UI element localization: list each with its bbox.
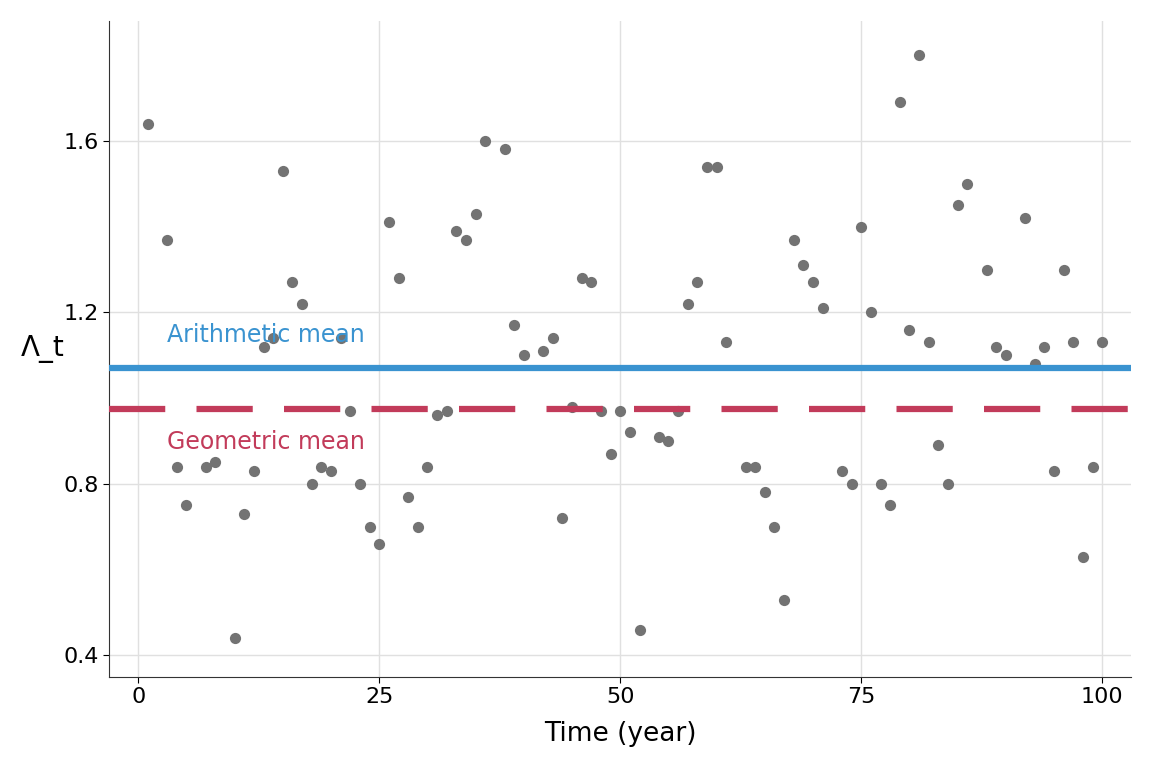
Point <box>350 478 369 490</box>
Point <box>495 144 514 156</box>
Text: Geometric mean: Geometric mean <box>167 430 365 455</box>
Point <box>197 461 215 473</box>
Point <box>1093 336 1112 349</box>
Point <box>321 465 340 477</box>
Point <box>881 499 900 511</box>
Point <box>553 512 571 525</box>
Point <box>312 461 331 473</box>
Point <box>370 538 388 550</box>
Point <box>601 448 620 460</box>
Point <box>447 225 465 237</box>
Point <box>1016 212 1034 224</box>
Point <box>293 298 311 310</box>
Point <box>621 426 639 439</box>
Point <box>707 161 726 173</box>
Point <box>505 319 523 332</box>
Point <box>438 405 456 417</box>
Point <box>659 435 677 447</box>
Point <box>1083 461 1101 473</box>
Point <box>264 332 282 344</box>
Point <box>996 349 1015 362</box>
Point <box>244 465 263 477</box>
Point <box>698 161 717 173</box>
Point <box>794 259 812 271</box>
Point <box>533 345 552 357</box>
X-axis label: Time (year): Time (year) <box>544 721 697 747</box>
Point <box>563 401 582 413</box>
Point <box>958 177 977 190</box>
Point <box>167 461 185 473</box>
Point <box>813 302 832 314</box>
Point <box>399 491 417 503</box>
Point <box>630 624 649 636</box>
Point <box>669 405 688 417</box>
Text: Arithmetic mean: Arithmetic mean <box>167 323 365 346</box>
Point <box>592 405 611 417</box>
Point <box>573 272 591 284</box>
Point <box>650 431 668 443</box>
Point <box>582 276 600 289</box>
Point <box>332 332 350 344</box>
Point <box>1036 340 1054 353</box>
Point <box>688 276 706 289</box>
Point <box>871 478 889 490</box>
Point <box>389 272 408 284</box>
Point <box>283 276 302 289</box>
Point <box>900 323 918 336</box>
Point <box>255 340 273 353</box>
Point <box>804 276 823 289</box>
Point <box>736 461 755 473</box>
Point <box>948 199 967 211</box>
Point <box>361 521 379 533</box>
Point <box>833 465 851 477</box>
Point <box>1054 263 1073 276</box>
Point <box>1064 336 1083 349</box>
Point <box>785 233 803 246</box>
Point <box>235 508 253 520</box>
Point <box>717 336 735 349</box>
Point <box>177 499 196 511</box>
Point <box>977 263 995 276</box>
Point <box>939 478 957 490</box>
Point <box>206 456 225 468</box>
Point <box>274 165 293 177</box>
Point <box>158 233 176 246</box>
Point <box>457 233 476 246</box>
Point <box>418 461 437 473</box>
Point <box>987 340 1006 353</box>
Y-axis label: Λ_t: Λ_t <box>21 335 65 362</box>
Point <box>930 439 948 452</box>
Point <box>380 217 399 229</box>
Point <box>862 306 880 319</box>
Point <box>303 478 321 490</box>
Point <box>842 478 861 490</box>
Point <box>1025 358 1044 370</box>
Point <box>765 521 783 533</box>
Point <box>515 349 533 362</box>
Point <box>756 486 774 498</box>
Point <box>919 336 938 349</box>
Point <box>138 118 157 130</box>
Point <box>746 461 765 473</box>
Point <box>1045 465 1063 477</box>
Point <box>409 521 427 533</box>
Point <box>679 298 697 310</box>
Point <box>476 134 494 147</box>
Point <box>910 49 929 61</box>
Point <box>890 96 909 108</box>
Point <box>544 332 562 344</box>
Point <box>1074 551 1092 563</box>
Point <box>611 405 629 417</box>
Point <box>775 594 794 606</box>
Point <box>427 409 446 422</box>
Point <box>852 220 871 233</box>
Point <box>467 207 485 220</box>
Point <box>226 632 244 644</box>
Point <box>341 405 359 417</box>
